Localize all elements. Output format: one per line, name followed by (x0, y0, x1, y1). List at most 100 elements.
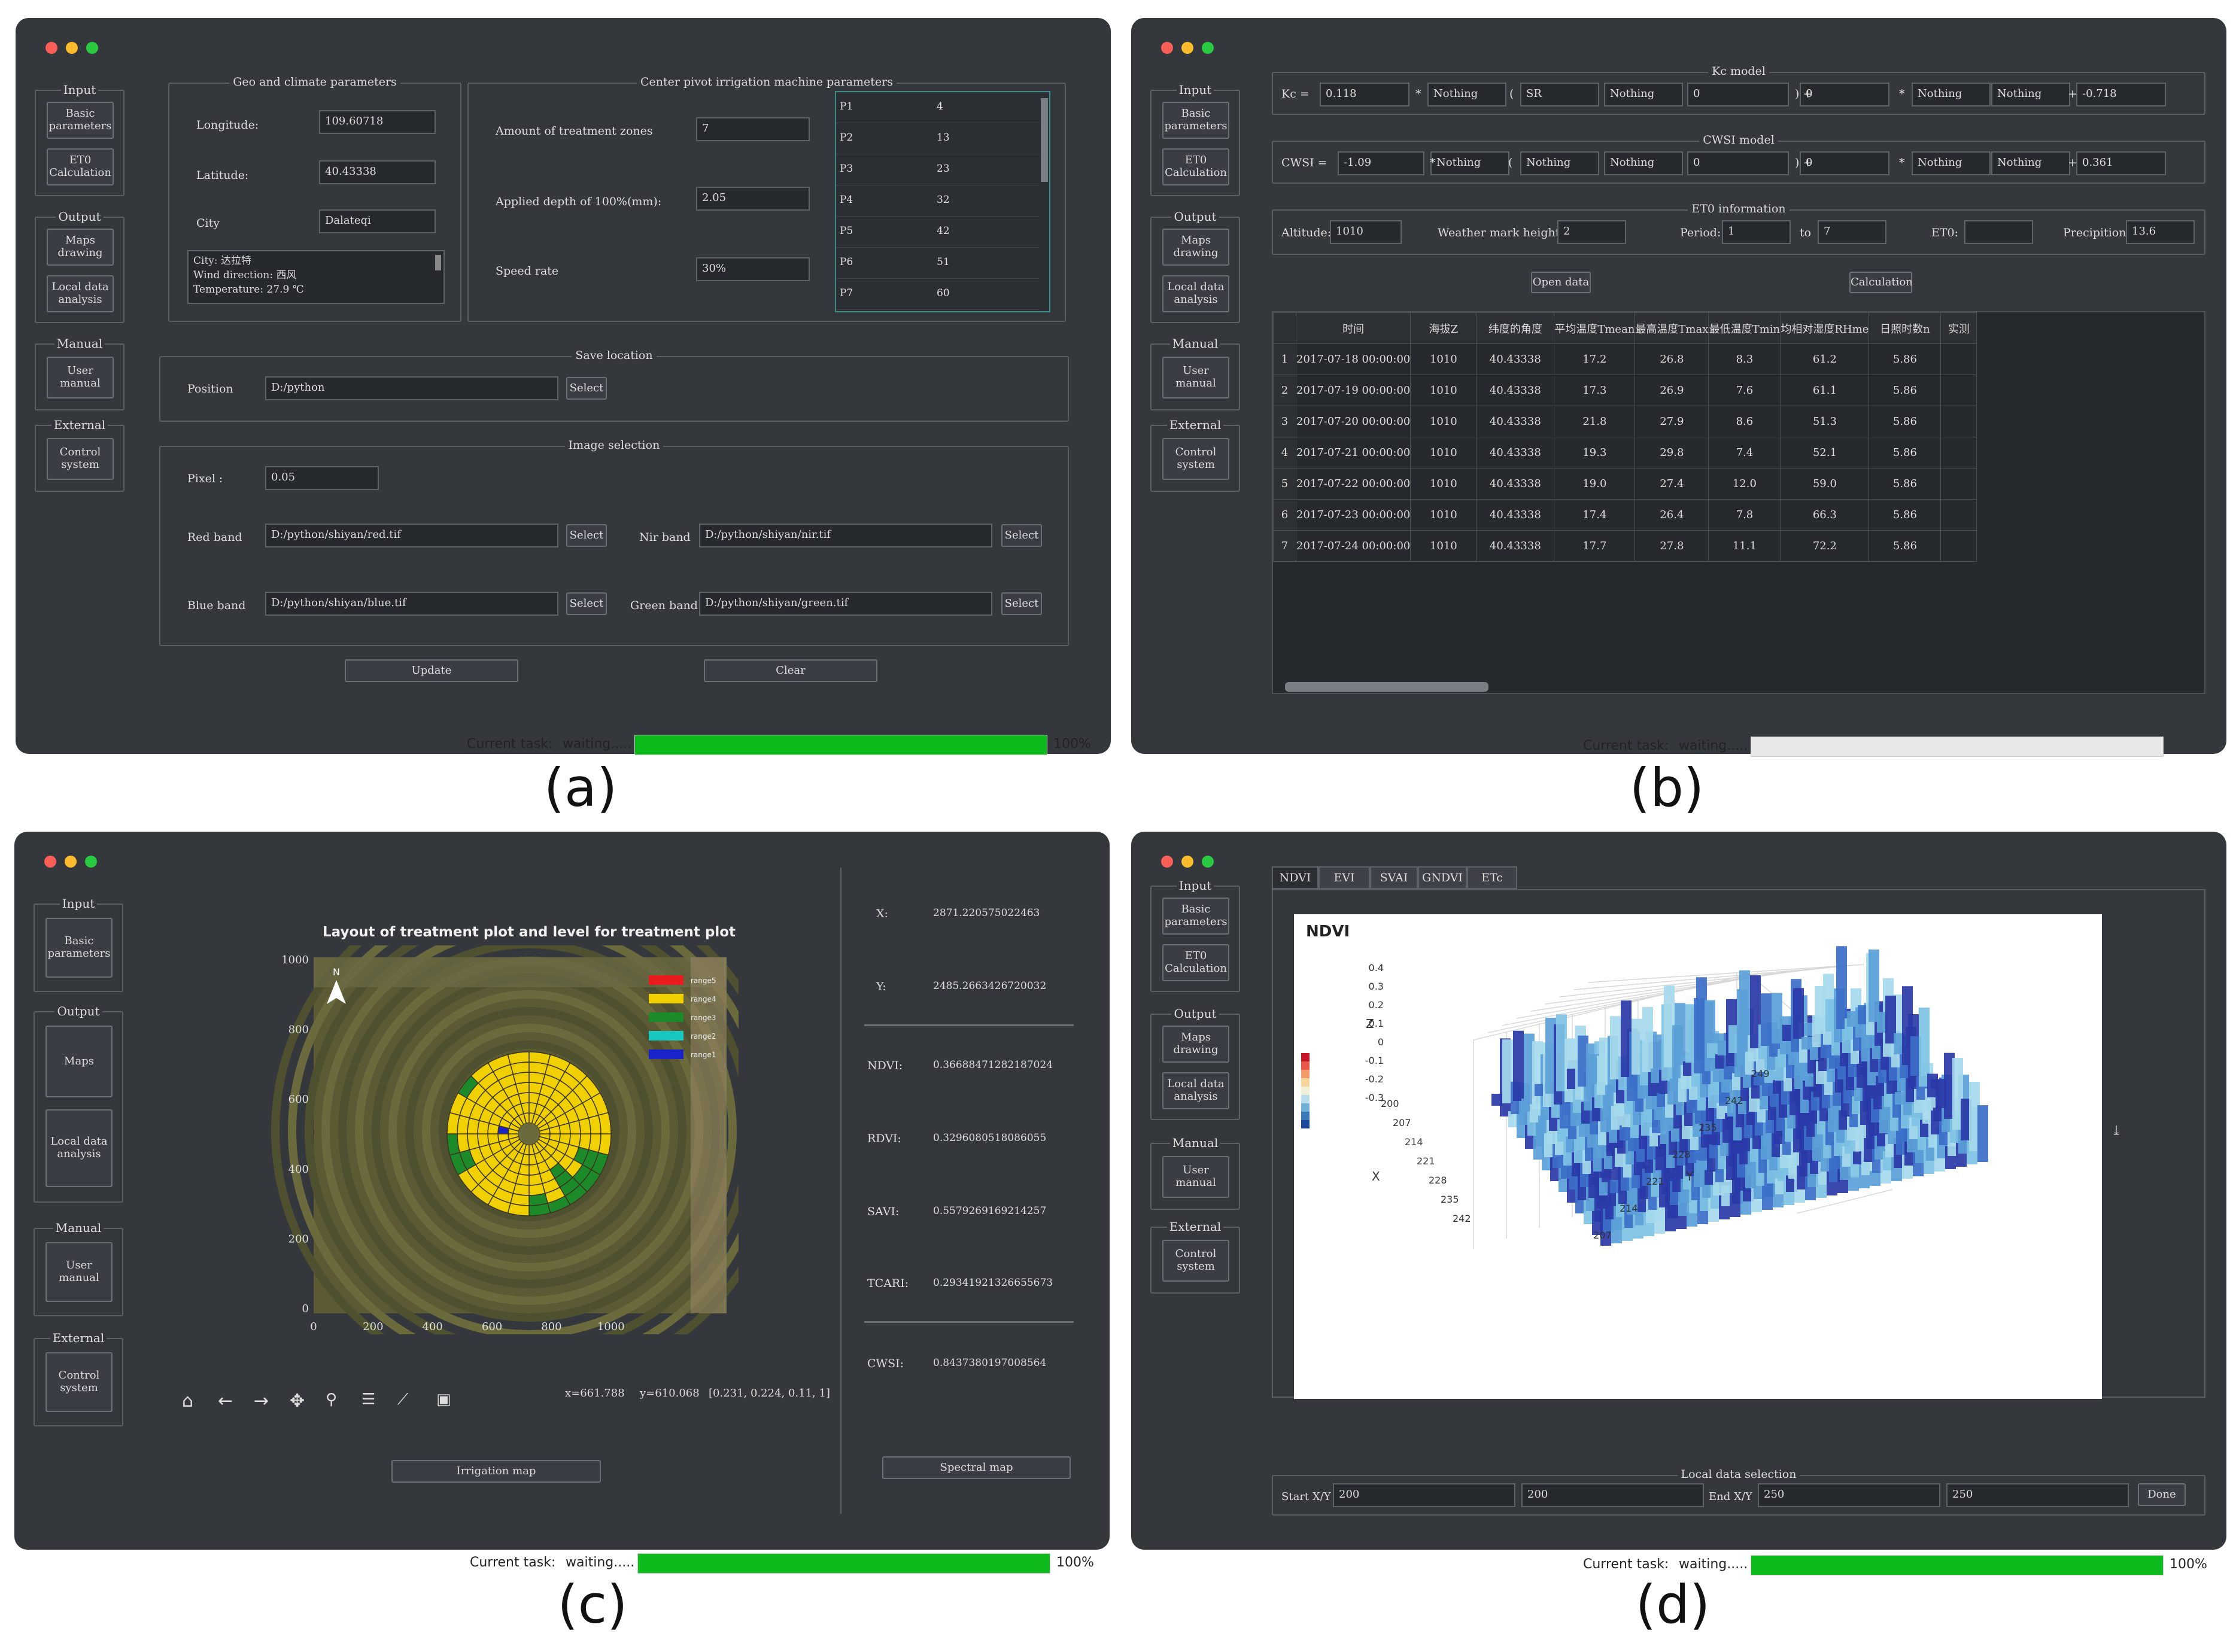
basic-parameters-button[interactable]: Basic parameters (1162, 898, 1229, 935)
city-input[interactable]: Dalateqi (319, 209, 436, 233)
equation-field[interactable]: 0.118 (1320, 83, 1409, 107)
equation-field[interactable]: Nothing (1912, 151, 1991, 175)
close-dot[interactable] (1161, 856, 1173, 868)
weather-mark-height-input[interactable]: 2 (1557, 220, 1626, 244)
equation-field[interactable]: Nothing (1520, 151, 1599, 175)
local-data-analysis-button[interactable]: Local data analysis (1162, 275, 1229, 312)
zones-input[interactable]: 7 (696, 117, 810, 141)
horizontal-scrollbar[interactable] (1285, 682, 1488, 692)
minimize-dot[interactable] (1181, 856, 1193, 868)
scrollbar[interactable] (1041, 98, 1048, 182)
table-row[interactable]: 3 2017-07-20 00:00:00 1010 40.43338 21.8 27.9… (1273, 406, 1977, 437)
close-dot[interactable] (45, 42, 57, 54)
p-table[interactable]: P1 4 P2 13 P3 23 P4 32 P5 42 P6 51 P7 60 (835, 91, 1050, 312)
zoom-icon[interactable]: ⚲ (326, 1391, 338, 1408)
basic-parameters-button[interactable]: Basic parameters (47, 102, 114, 139)
window-controls[interactable] (1161, 856, 1222, 870)
equation-field[interactable]: 0 (1800, 83, 1889, 107)
irrigation-map-button[interactable]: Irrigation map (391, 1460, 601, 1483)
longitude-input[interactable]: 109.60718 (319, 110, 436, 134)
maximize-dot[interactable] (85, 856, 97, 868)
period-to-input[interactable]: 7 (1818, 220, 1886, 244)
spectral-map-button[interactable]: Spectral map (882, 1456, 1071, 1479)
table-row[interactable]: 2 2017-07-19 00:00:00 1010 40.43338 17.3 26.9… (1273, 375, 1977, 406)
column-header[interactable]: 海拔Z (1410, 312, 1477, 344)
configure-icon[interactable]: ☰ (361, 1391, 376, 1408)
maximize-dot[interactable] (1202, 856, 1214, 868)
et0-input[interactable] (1964, 220, 2033, 244)
data-table[interactable]: 时间 海拔Z 纬度的角度 平均温度Tmean 最高温度Tmax 最低温度Tmin 均相对湿度… (1272, 311, 2205, 694)
treatment-zone-cell[interactable] (515, 1082, 530, 1095)
end-x-input[interactable]: 250 (1758, 1483, 1940, 1507)
equation-field[interactable]: Nothing (1427, 83, 1506, 107)
local-data-analysis-button[interactable]: Local data analysis (1162, 1072, 1229, 1109)
maps-button[interactable]: Maps (45, 1026, 113, 1097)
column-header[interactable]: 实测 (1940, 312, 1977, 344)
depth-input[interactable]: 2.05 (696, 187, 810, 211)
maximize-dot[interactable] (1202, 42, 1214, 54)
equation-field[interactable]: 0 (1687, 83, 1789, 107)
p-table-row[interactable]: P4 32 (836, 185, 1040, 217)
period-from-input[interactable]: 1 (1722, 220, 1791, 244)
close-dot[interactable] (44, 856, 56, 868)
minimize-dot[interactable] (1181, 42, 1193, 54)
select-nir-button[interactable]: Select (1001, 524, 1042, 547)
equation-field[interactable]: 0 (1687, 151, 1789, 175)
column-header[interactable]: 日照时数n (1869, 312, 1942, 344)
user-manual-button[interactable]: User manual (45, 1242, 113, 1302)
column-header[interactable]: 时间 (1295, 312, 1411, 344)
green-band-input[interactable]: D:/python/shiyan/green.tif (699, 592, 992, 616)
pixel-input[interactable]: 0.05 (265, 466, 379, 490)
equation-field[interactable]: 0 (1800, 151, 1889, 175)
table-row[interactable]: 6 2017-07-23 00:00:00 1010 40.43338 17.4 26.4… (1273, 499, 1977, 531)
open-data-button[interactable]: Open data (1531, 272, 1591, 293)
et0-calculation-button[interactable]: ET0 Calculation (1162, 148, 1229, 185)
user-manual-button[interactable]: User manual (1162, 357, 1229, 398)
equation-field[interactable]: Nothing (1604, 151, 1683, 175)
et0-calculation-button[interactable]: ET0 Calculation (1162, 944, 1229, 981)
treatment-zone-cell[interactable] (568, 1119, 581, 1134)
tab-svai[interactable]: SVAI (1370, 866, 1418, 889)
equation-field[interactable]: Nothing (1430, 151, 1509, 175)
equation-field[interactable]: Nothing (1991, 83, 2070, 107)
equation-field[interactable]: SR (1520, 83, 1599, 107)
treatment-zone-cell[interactable] (477, 1133, 490, 1148)
altitude-input[interactable]: 1010 (1330, 220, 1402, 244)
plot-canvas[interactable]: NDVI 0.4 0.3 0.2 0.1 0 -0.1 -0.2 -0.3 Z 200 207 214… (1294, 914, 2102, 1399)
equation-field[interactable]: Nothing (1991, 151, 2070, 175)
scrollbar[interactable] (435, 255, 441, 270)
column-header[interactable]: 最低温度Tmin (1708, 312, 1781, 344)
equation-field[interactable]: Nothing (1604, 83, 1683, 107)
latitude-input[interactable]: 40.43338 (319, 160, 436, 184)
control-system-button[interactable]: Control system (1162, 1240, 1229, 1282)
download-icon[interactable]: ⤓ (2111, 1124, 2122, 1139)
p-table-row[interactable]: P5 42 (836, 217, 1040, 248)
treatment-zone-cell[interactable] (597, 1112, 612, 1134)
table-row[interactable]: 5 2017-07-22 00:00:00 1010 40.43338 19.0 27.4… (1273, 468, 1977, 500)
forward-arrow-icon[interactable]: → (254, 1391, 269, 1411)
control-system-button[interactable]: Control system (47, 438, 114, 480)
select-red-button[interactable]: Select (566, 524, 607, 547)
window-controls[interactable] (1161, 42, 1222, 56)
control-system-button[interactable]: Control system (45, 1352, 113, 1412)
window-controls[interactable] (45, 42, 107, 56)
back-arrow-icon[interactable]: ← (218, 1391, 233, 1411)
select-position-button[interactable]: Select (566, 377, 607, 400)
save-icon[interactable]: ▣ (436, 1391, 451, 1408)
pan-icon[interactable]: ✥ (290, 1391, 305, 1411)
weather-info-textarea[interactable]: City: 达拉特 Wind direction: 西风 Temperature… (187, 250, 445, 304)
control-system-button[interactable]: Control system (1162, 438, 1229, 480)
tab-evi[interactable]: EVI (1318, 866, 1370, 889)
user-manual-button[interactable]: User manual (1162, 1156, 1229, 1198)
basic-parameters-button[interactable]: Basic parameters (45, 918, 113, 978)
column-header[interactable]: 均相对湿度RHme (1780, 312, 1870, 344)
column-header[interactable]: 纬度的角度 (1476, 312, 1555, 344)
maps-drawing-button[interactable]: Maps drawing (1162, 1026, 1229, 1063)
tab-etc[interactable]: ETc (1467, 866, 1517, 889)
select-blue-button[interactable]: Select (566, 592, 607, 615)
basic-parameters-button[interactable]: Basic parameters (1162, 102, 1229, 139)
equation-field[interactable]: Nothing (1912, 83, 1991, 107)
table-row[interactable]: 4 2017-07-21 00:00:00 1010 40.43338 19.3 29.8… (1273, 437, 1977, 468)
select-green-button[interactable]: Select (1001, 592, 1042, 615)
red-band-input[interactable]: D:/python/shiyan/red.tif (265, 524, 558, 547)
